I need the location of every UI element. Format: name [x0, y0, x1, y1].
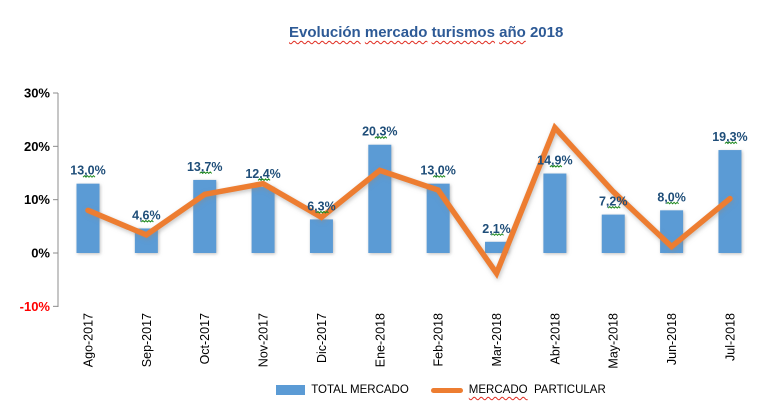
x-tick-label: Mar-2018	[490, 313, 504, 367]
bar-Abr-2018[interactable]	[543, 173, 567, 253]
grammar-squiggle-icon	[82, 174, 96, 178]
grammar-squiggle-icon	[432, 174, 446, 178]
grammar-squiggle-icon	[199, 171, 213, 175]
y-tick-label: 20%	[24, 139, 50, 154]
bar-data-label: 14,9%	[537, 154, 572, 168]
grammar-squiggle-icon	[257, 178, 271, 182]
y-tick-label: 30%	[24, 86, 50, 101]
y-tick-label: 10%	[24, 192, 50, 207]
title-word: turismos	[431, 24, 495, 41]
legend-label: MERCADO PARTICULAR	[468, 384, 606, 396]
chart-title: Evolución mercado turismos año 2018	[0, 7, 766, 41]
y-tick-label: 0%	[31, 246, 50, 261]
title-word: 2018	[529, 24, 564, 41]
bar-data-label: 8,0%	[657, 190, 686, 204]
bar-data-label: 13,0%	[70, 164, 105, 178]
bar-May-2018[interactable]	[601, 214, 625, 253]
grammar-squiggle-icon	[724, 141, 738, 145]
bar-swatch-icon	[276, 385, 306, 395]
legend: TOTAL MERCADO MERCADO PARTICULAR	[58, 384, 766, 396]
x-tick-label: Sep-2017	[140, 313, 154, 367]
bar-Nov-2017[interactable]	[251, 186, 275, 253]
grammar-squiggle-icon	[607, 205, 621, 209]
grammar-squiggle-icon	[316, 210, 329, 214]
title-word: Evolución	[289, 24, 361, 41]
bar-Dic-2017[interactable]	[309, 219, 333, 253]
title-word: mercado	[364, 24, 428, 41]
x-tick-label: Oct-2017	[198, 313, 212, 364]
bar-Ene-2018[interactable]	[368, 144, 392, 253]
bar-data-label: 4,6%	[132, 208, 161, 222]
x-tick-label: Ago-2017	[82, 313, 96, 367]
x-tick-label: Feb-2018	[432, 313, 446, 367]
chart-title-text: Evolución mercado turismos año 2018	[289, 24, 563, 41]
line-mercado-particular[interactable]	[85, 122, 733, 280]
legend-item-mercado-particular[interactable]: MERCADO PARTICULAR	[430, 384, 606, 396]
x-tick-label: Abr-2018	[548, 313, 562, 364]
x-tick-label: Jun-2018	[665, 313, 679, 365]
line-swatch-icon	[430, 387, 463, 393]
grammar-squiggle-icon	[666, 201, 679, 205]
x-tick-label: May-2018	[607, 313, 621, 369]
bar-Ago-2017[interactable]	[76, 183, 100, 253]
x-tick-label: Nov-2017	[257, 313, 271, 367]
bar-data-label: 7,2%	[599, 195, 628, 209]
x-tick-label: Jul-2018	[723, 313, 737, 361]
legend-label: TOTAL MERCADO	[311, 384, 409, 396]
legend-item-total-mercado[interactable]: TOTAL MERCADO	[276, 384, 409, 396]
title-word: año	[499, 24, 526, 41]
grammar-squiggle-icon	[491, 233, 504, 237]
bar-Mar-2018[interactable]	[485, 241, 509, 253]
bar-data-label: 13,7%	[187, 160, 222, 174]
bar-data-label: 2,1%	[482, 222, 511, 236]
bar-data-label: 12,4%	[245, 167, 280, 181]
bar-data-label: 20,3%	[362, 125, 397, 139]
x-tick-label: Ene-2018	[373, 313, 387, 367]
bar-data-label: 19,3%	[712, 130, 747, 144]
bar-data-label: 6,3%	[307, 199, 336, 213]
bar-data-label: 13,0%	[420, 164, 455, 178]
grammar-squiggle-icon	[374, 136, 388, 139]
x-tick-label: Dic-2017	[315, 313, 329, 363]
y-tick-label: -10%	[20, 299, 51, 314]
grammar-squiggle-icon	[141, 219, 154, 223]
grammar-squiggle-icon	[549, 164, 563, 168]
